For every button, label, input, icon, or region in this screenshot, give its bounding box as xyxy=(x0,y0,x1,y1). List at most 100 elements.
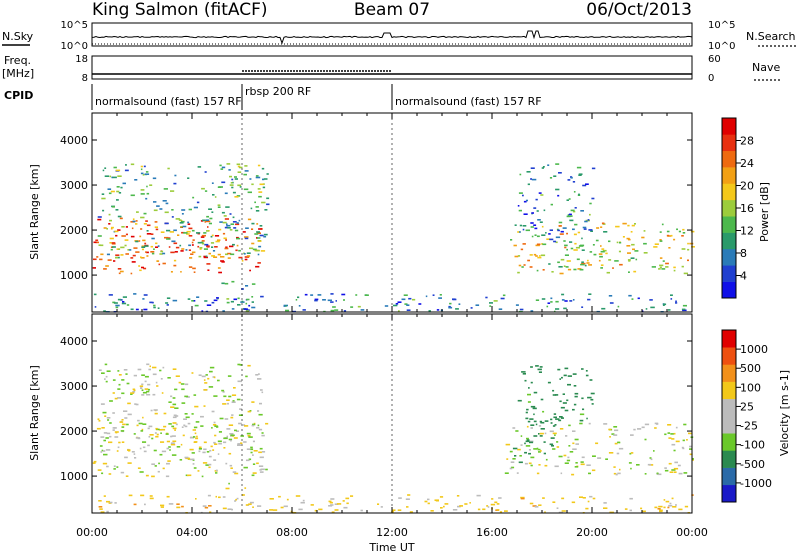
echo-cell xyxy=(592,497,596,500)
echo-cell xyxy=(633,270,637,273)
echo-cell xyxy=(175,246,180,249)
echo-cell xyxy=(689,448,692,450)
echo-cell xyxy=(212,194,215,196)
x-tick-label: 08:00 xyxy=(276,526,308,539)
echo-cell xyxy=(221,166,226,169)
echo-cell xyxy=(243,253,246,255)
noise-panel: N.Sky 10^5 10^0 10^5 10^0 N.Search xyxy=(2,20,796,52)
echo-cell xyxy=(132,391,136,393)
echo-cell xyxy=(136,211,139,213)
echo-cell xyxy=(102,450,106,452)
echo-cell xyxy=(197,166,202,168)
echo-cell xyxy=(218,271,222,274)
echo-cell xyxy=(204,382,208,384)
echo-cell xyxy=(527,259,530,262)
echo-cell xyxy=(681,235,684,237)
echo-cell xyxy=(198,448,202,450)
echo-cell xyxy=(236,244,239,247)
echo-cell xyxy=(247,191,252,194)
echo-cell xyxy=(599,255,603,258)
echo-cell xyxy=(258,428,263,431)
echo-cell xyxy=(630,231,633,233)
echo-cell xyxy=(180,443,183,446)
echo-cell xyxy=(600,267,603,269)
echo-cell xyxy=(557,261,560,264)
echo-cell xyxy=(257,253,260,256)
velocity-echo-cells xyxy=(92,363,694,514)
echo-cell xyxy=(544,464,548,467)
echo-cell xyxy=(469,502,471,504)
echo-cell xyxy=(591,197,595,200)
echo-cell xyxy=(408,297,412,300)
echo-cell xyxy=(165,202,169,205)
echo-cell xyxy=(137,467,141,469)
echo-cell xyxy=(531,212,534,214)
echo-cell xyxy=(263,233,268,236)
echo-cell xyxy=(670,234,673,237)
echo-cell xyxy=(252,454,254,456)
echo-cell xyxy=(592,455,596,457)
echo-cell xyxy=(327,299,332,302)
echo-cell xyxy=(538,433,540,435)
x-axis-label: Time UT xyxy=(368,541,414,554)
echo-cell xyxy=(300,501,305,504)
echo-cell xyxy=(534,227,538,230)
echo-cell xyxy=(578,193,580,196)
echo-cell xyxy=(588,472,591,475)
echo-cell xyxy=(149,497,154,500)
echo-cell xyxy=(256,231,260,233)
echo-cell xyxy=(191,413,194,415)
echo-cell xyxy=(629,509,632,512)
echo-cell xyxy=(151,437,154,440)
echo-cell xyxy=(257,188,261,190)
echo-cell xyxy=(391,510,394,513)
echo-cell xyxy=(259,234,264,237)
echo-cell xyxy=(142,416,144,419)
echo-cell xyxy=(232,471,237,473)
echo-cell xyxy=(154,465,157,467)
echo-cell xyxy=(207,377,210,380)
echo-cell xyxy=(144,375,149,378)
echo-cell xyxy=(213,459,217,461)
echo-cell xyxy=(250,207,253,210)
noise-left-tick-top: 10^5 xyxy=(61,20,88,31)
echo-cell xyxy=(600,226,603,228)
echo-cell xyxy=(236,237,241,240)
echo-cell xyxy=(651,266,656,268)
echo-cell xyxy=(517,448,521,451)
colorbar-swatch xyxy=(722,134,736,152)
echo-cell xyxy=(265,422,269,425)
echo-cell xyxy=(229,175,232,178)
echo-cell xyxy=(140,430,144,432)
echo-cell xyxy=(171,454,177,456)
echo-cell xyxy=(540,254,546,257)
echo-cell xyxy=(587,219,590,221)
echo-cell xyxy=(98,369,102,371)
echo-cell xyxy=(120,471,125,474)
echo-cell xyxy=(219,164,222,167)
echo-cell xyxy=(536,447,539,450)
echo-cell xyxy=(189,458,193,461)
echo-cell xyxy=(527,401,531,403)
echo-cell xyxy=(134,179,138,181)
echo-cell xyxy=(92,267,96,269)
echo-cell xyxy=(114,436,119,438)
echo-cell xyxy=(194,432,197,435)
echo-cell xyxy=(668,247,671,249)
echo-cell xyxy=(115,256,119,259)
echo-cell xyxy=(682,228,685,231)
echo-cell xyxy=(132,218,135,220)
echo-cell xyxy=(121,379,125,381)
echo-cell xyxy=(659,239,662,241)
echo-cell xyxy=(536,472,540,475)
echo-cell xyxy=(343,506,348,509)
echo-cell xyxy=(677,464,681,467)
echo-cell xyxy=(246,459,250,462)
echo-cell xyxy=(564,367,569,370)
echo-cell xyxy=(154,221,158,223)
echo-cell xyxy=(557,194,560,197)
echo-cell xyxy=(101,449,104,452)
echo-cell xyxy=(543,441,546,443)
echo-cell xyxy=(237,165,241,168)
